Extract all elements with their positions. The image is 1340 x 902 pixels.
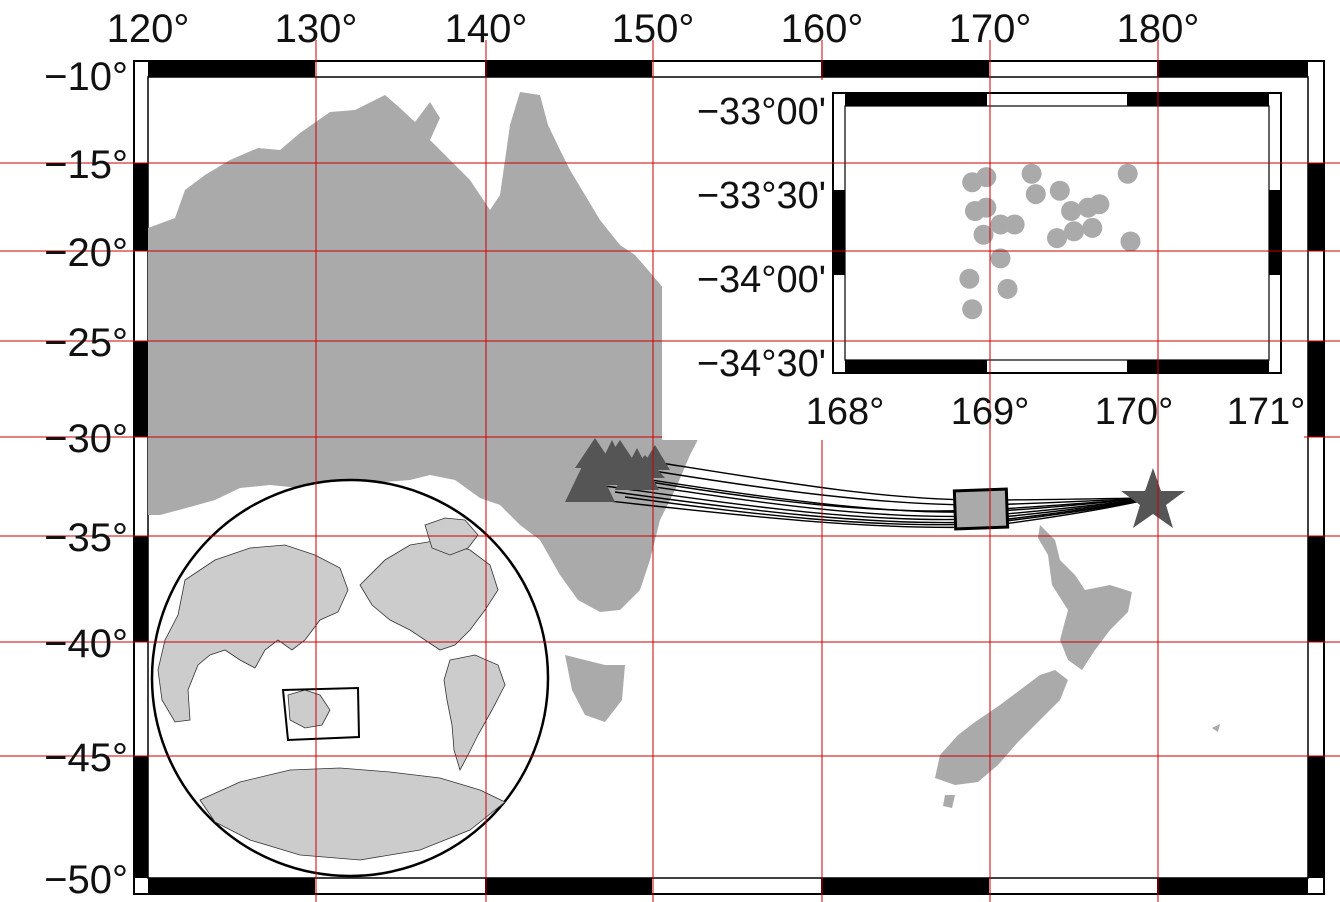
seismic-stations	[565, 438, 670, 502]
globe-antarctica	[199, 767, 506, 861]
y-tick-label: −15°	[44, 143, 128, 187]
zoom-inset: −33°00' −33°30' −34°00' −34°30' 168° 169…	[662, 80, 1305, 440]
event-point	[1117, 163, 1138, 184]
globe-eurasia-africa	[157, 544, 349, 723]
x-tick-label: 170°	[949, 7, 1032, 51]
event-star	[1121, 468, 1185, 528]
y-tick-label: −40°	[44, 622, 128, 666]
y-tick-label: −25°	[44, 321, 128, 365]
y-tick-label: −45°	[44, 736, 128, 780]
x-tick-label: 120°	[107, 7, 190, 51]
main-map-frame-bars	[134, 61, 1324, 894]
inset-y-tick-label: −34°00'	[697, 259, 826, 301]
globe-region-box	[281, 686, 361, 742]
event-point	[990, 248, 1011, 269]
small-island	[1212, 724, 1220, 732]
event-point	[1120, 231, 1141, 252]
nz-north-island	[1038, 525, 1132, 670]
inset-x-tick-label: 170°	[1095, 391, 1174, 433]
x-tick-label: 180°	[1117, 7, 1200, 51]
x-tick-label: 160°	[781, 7, 864, 51]
y-tick-label: −20°	[44, 231, 128, 275]
australia-landmass	[148, 92, 710, 612]
inset-y-tick-label: −33°30'	[697, 175, 826, 217]
inset-x-tick-label: 171°	[1227, 391, 1306, 433]
x-tick-label: 140°	[445, 7, 528, 51]
globe-inset	[150, 478, 550, 878]
event-point	[959, 268, 980, 289]
inset-y-tick-label: −34°30'	[697, 343, 826, 385]
y-tick-label: −30°	[44, 417, 128, 461]
main-x-axis: 120° 130° 140° 150° 160° 170° 180°	[107, 7, 1200, 51]
main-y-axis: −10° −15° −20° −25° −30° −35° −40° −45° …	[44, 55, 128, 902]
zoom-inset-frame-bars	[833, 93, 1281, 373]
event-point	[1047, 228, 1067, 249]
y-tick-label: −10°	[44, 55, 128, 99]
event-point	[976, 197, 997, 218]
station-triangle	[565, 450, 615, 502]
globe-south-america	[443, 654, 506, 772]
globe-north-america	[359, 539, 499, 651]
nz-stewart-island	[943, 795, 955, 808]
event-point	[1089, 194, 1110, 215]
event-point	[1025, 184, 1046, 205]
event-point	[1049, 180, 1070, 201]
inset-y-tick-label: −33°00'	[697, 91, 826, 133]
tasmania-landmass	[565, 655, 625, 722]
station-triangle	[625, 455, 665, 478]
globe-australia	[287, 689, 331, 729]
y-tick-label: −50°	[44, 858, 128, 902]
event-point	[997, 278, 1018, 299]
event-point	[962, 299, 983, 320]
zoom-inset-x-axis: 168° 169° 170° 171°	[806, 391, 1306, 433]
event-point	[1021, 163, 1042, 184]
event-point	[976, 167, 997, 188]
inset-x-tick-label: 169°	[951, 391, 1030, 433]
study-area-box	[952, 487, 1010, 531]
zoom-inset-grid-overlay	[662, 80, 1304, 440]
zoom-inset-y-axis: −33°00' −33°30' −34°00' −34°30'	[697, 91, 826, 385]
event-point	[1061, 201, 1082, 221]
x-tick-label: 130°	[275, 7, 358, 51]
zoom-inset-points	[959, 163, 1141, 320]
y-tick-label: −35°	[44, 516, 128, 560]
event-point	[1082, 217, 1103, 238]
event-point	[973, 224, 994, 245]
ray-paths	[584, 461, 1156, 529]
inset-x-tick-label: 168°	[806, 391, 885, 433]
x-tick-label: 150°	[612, 7, 695, 51]
event-point	[1004, 214, 1025, 235]
event-point	[990, 214, 1011, 235]
event-point	[1064, 221, 1084, 242]
